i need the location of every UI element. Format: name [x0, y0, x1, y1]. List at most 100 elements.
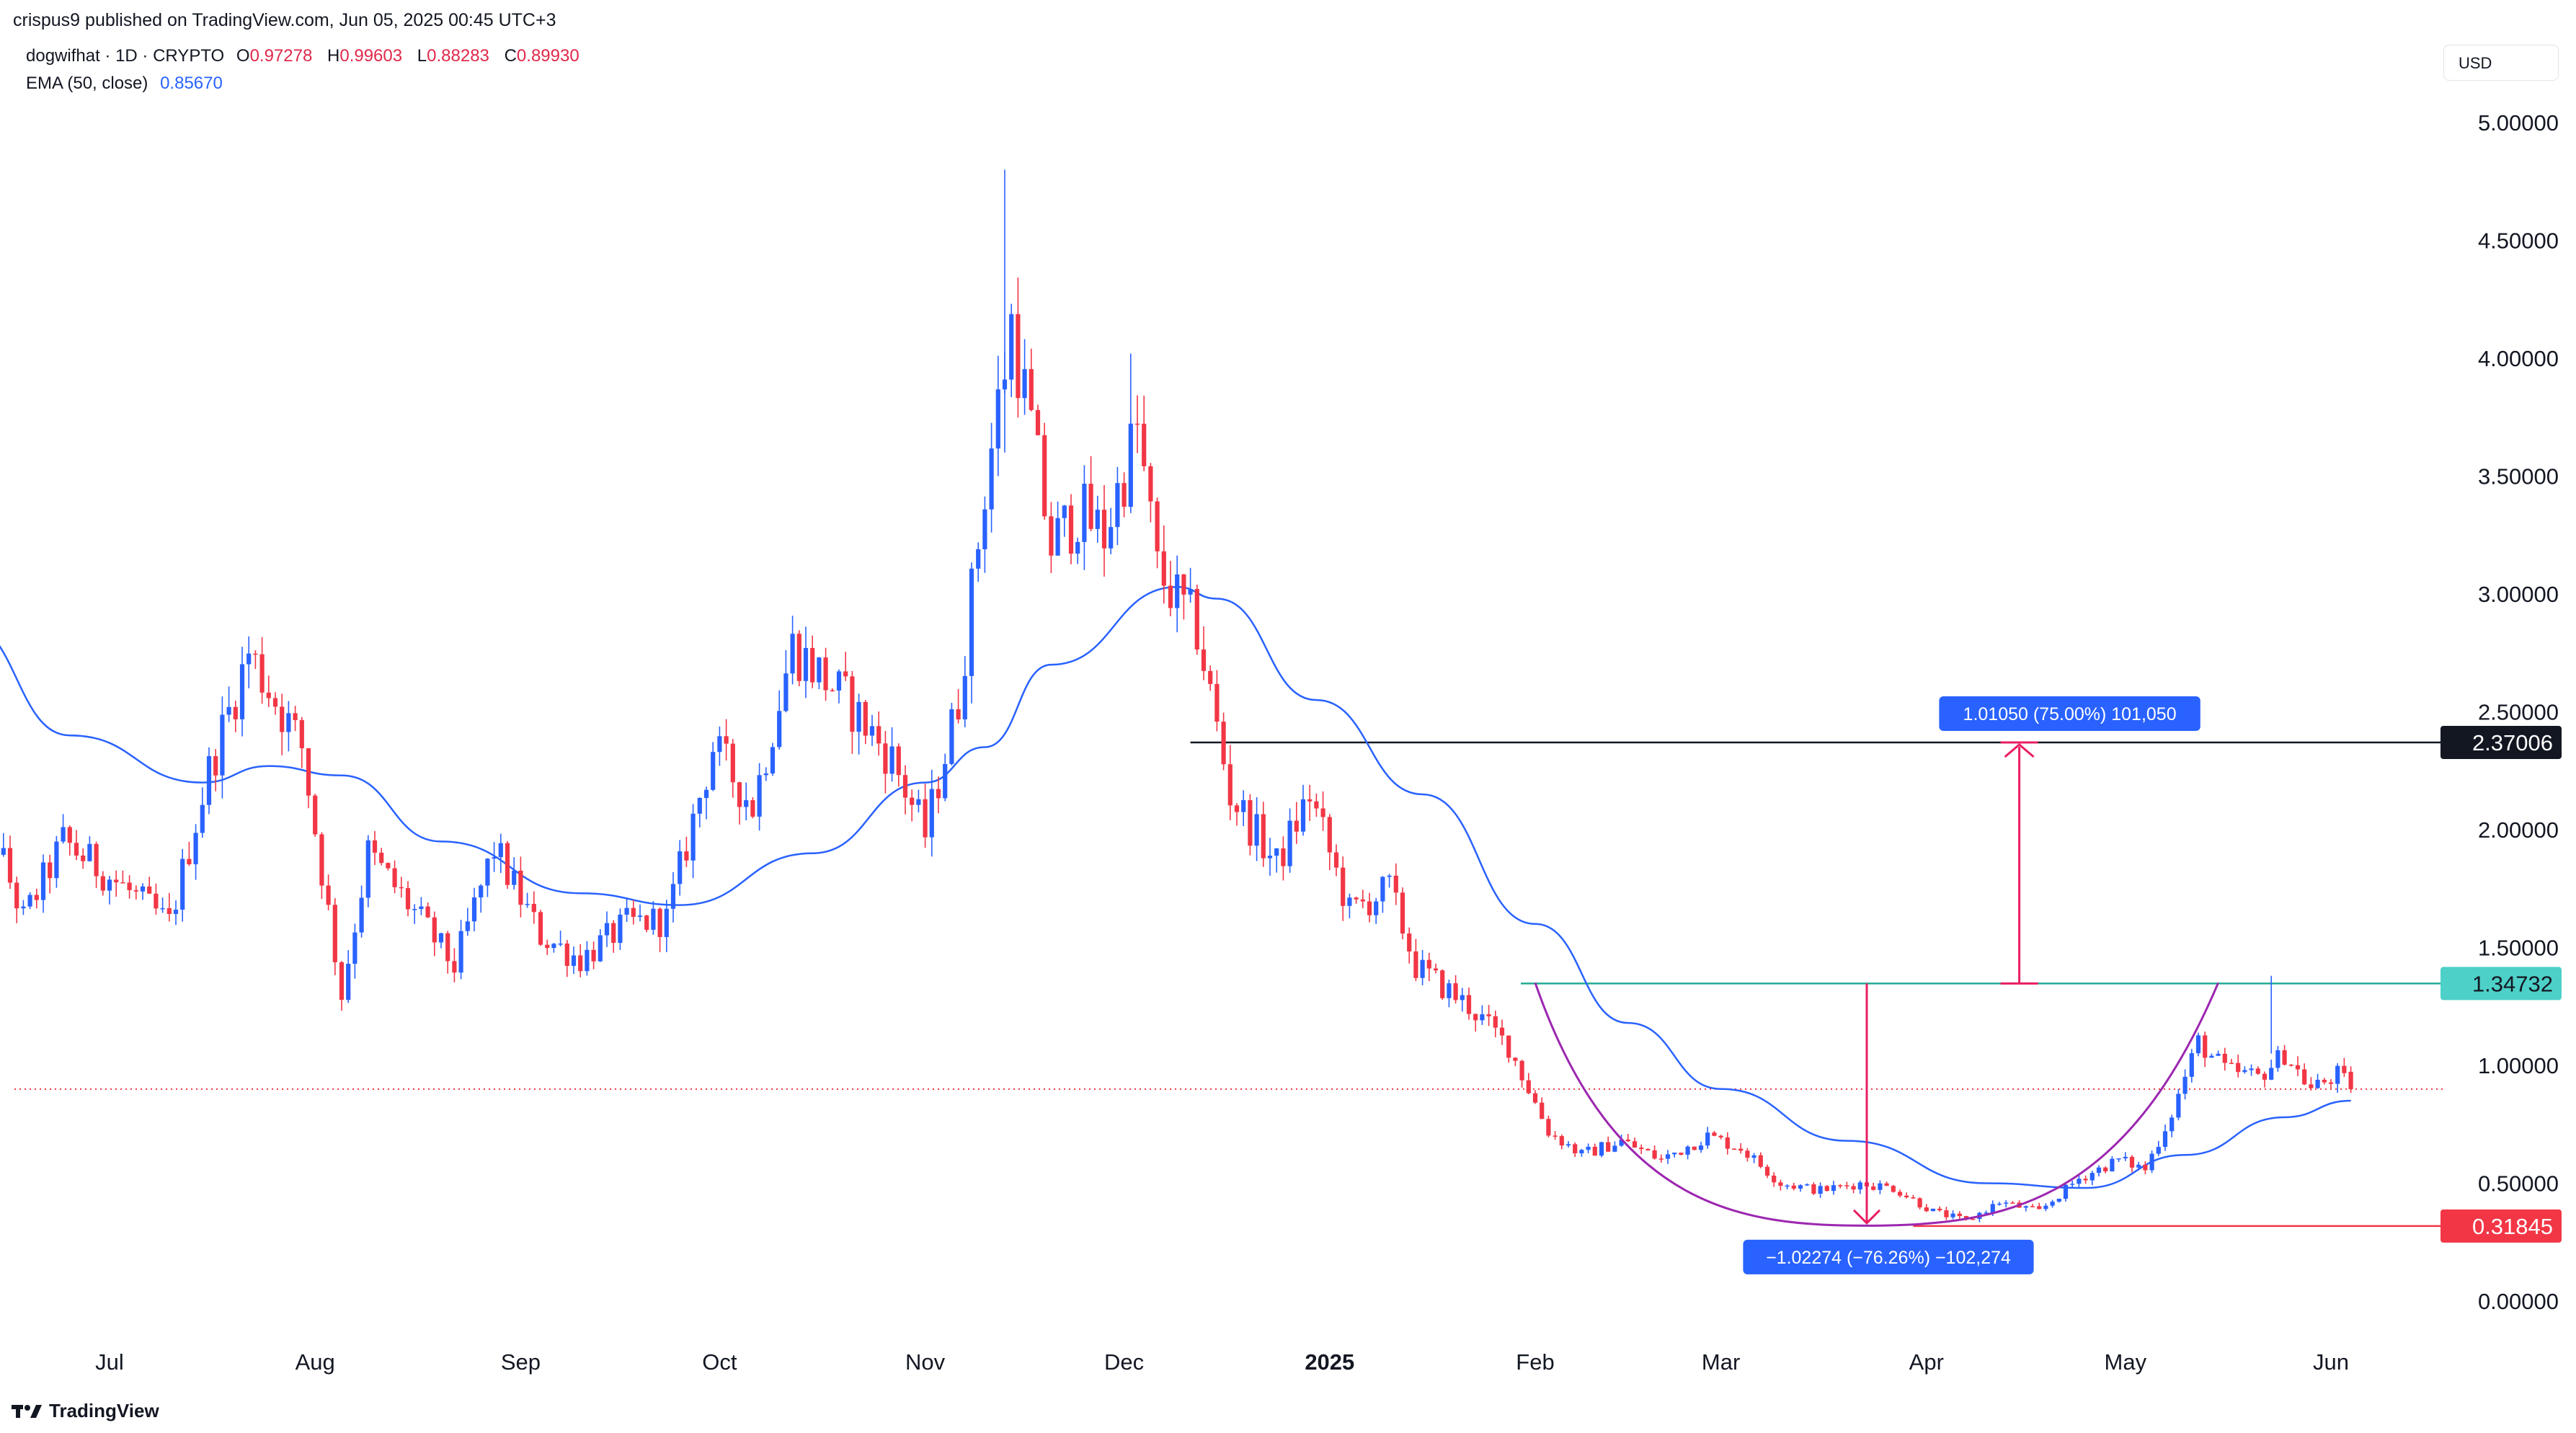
candle-body: [711, 752, 716, 790]
candle-body: [74, 843, 79, 856]
candle-body: [1712, 1132, 1717, 1136]
candle: [1274, 848, 1279, 873]
candle: [863, 699, 868, 745]
candle: [936, 776, 941, 814]
resistance-price-tag-box: [2440, 967, 2562, 1001]
candle: [585, 941, 590, 976]
candle: [571, 946, 577, 975]
candle-body: [187, 859, 192, 864]
candle: [1248, 794, 1253, 856]
candle: [386, 862, 391, 871]
candle: [1519, 1060, 1524, 1088]
candle: [2328, 1079, 2334, 1090]
candle-body: [604, 923, 610, 936]
candle-body: [2216, 1053, 2221, 1056]
candle: [1433, 963, 1439, 974]
candle: [1731, 1148, 1737, 1150]
candle: [2136, 1161, 2141, 1171]
candle: [1367, 892, 1372, 923]
candle: [1241, 790, 1246, 827]
candle: [843, 652, 848, 681]
candle: [916, 789, 921, 813]
candle: [1155, 497, 1160, 569]
y-axis-tick: 1.50000: [2478, 936, 2559, 961]
candle-body: [1857, 1182, 1862, 1190]
candle-body: [1142, 423, 1147, 466]
candle-body: [1957, 1213, 1962, 1217]
candle-body: [1818, 1186, 1823, 1194]
candle-body: [2129, 1156, 2135, 1168]
candle-body: [100, 876, 105, 891]
candle: [1201, 626, 1207, 680]
candle: [1407, 927, 1412, 964]
candle: [1327, 814, 1332, 871]
x-axis-tick: Nov: [905, 1349, 946, 1375]
candle-body: [87, 843, 92, 861]
candle: [518, 856, 523, 918]
candle-body: [2236, 1062, 2241, 1073]
candle: [2077, 1175, 2082, 1187]
candle-body: [2189, 1053, 2194, 1077]
candle-body: [1254, 814, 1259, 846]
candle: [1175, 555, 1180, 633]
candle-body: [770, 747, 776, 773]
candle: [525, 892, 530, 908]
candle-body: [259, 654, 265, 693]
candle-body: [154, 893, 159, 909]
candle-body: [54, 841, 59, 879]
candle-body: [2203, 1035, 2208, 1058]
candle: [1420, 949, 1425, 985]
candle-body: [1937, 1208, 1942, 1211]
candle-body: [637, 915, 643, 917]
candle-body: [2103, 1167, 2108, 1172]
candle-body: [2030, 1206, 2035, 1207]
candle-body: [2063, 1184, 2069, 1199]
candle-body: [299, 720, 304, 749]
candle-body: [359, 897, 364, 933]
candle-body: [512, 870, 517, 885]
candle-body: [1878, 1183, 1883, 1190]
candle-body: [1519, 1060, 1524, 1081]
candle: [1208, 665, 1213, 691]
candle-body: [876, 726, 881, 744]
candle: [2322, 1078, 2327, 1085]
candle-body: [1963, 1216, 1969, 1219]
candle-body: [2348, 1071, 2353, 1089]
candle-body: [1725, 1137, 1730, 1149]
candle-body: [412, 909, 417, 910]
candle-body: [896, 746, 901, 776]
currency-button[interactable]: USD: [2443, 45, 2559, 81]
candle: [193, 824, 198, 880]
candle-body: [1, 848, 6, 855]
candle-body: [2143, 1164, 2148, 1171]
candle-body: [332, 905, 337, 962]
candle: [1764, 1164, 1770, 1179]
candle-body: [1506, 1035, 1511, 1058]
candle: [306, 747, 311, 809]
candle: [744, 782, 749, 820]
candle: [2209, 1053, 2214, 1058]
candle-body: [2209, 1055, 2214, 1058]
candle-body: [763, 773, 768, 776]
candle-body: [571, 955, 577, 966]
candle-body: [2309, 1084, 2314, 1088]
candle: [2282, 1044, 2287, 1066]
candle: [1, 833, 6, 857]
candle: [1320, 791, 1325, 831]
candle: [87, 836, 92, 862]
candle-body: [883, 743, 888, 774]
candle: [1393, 863, 1398, 905]
target-price-tag-box: [2440, 725, 2562, 759]
candle: [2222, 1047, 2227, 1071]
candle: [2302, 1063, 2307, 1086]
candle-body: [1573, 1144, 1578, 1153]
candle: [1134, 395, 1140, 453]
candle: [1573, 1142, 1578, 1158]
candle: [339, 961, 345, 1011]
candle-body: [823, 657, 828, 691]
candle-body: [1095, 510, 1100, 529]
candle-body: [2322, 1080, 2327, 1083]
candle-body: [1208, 670, 1213, 684]
